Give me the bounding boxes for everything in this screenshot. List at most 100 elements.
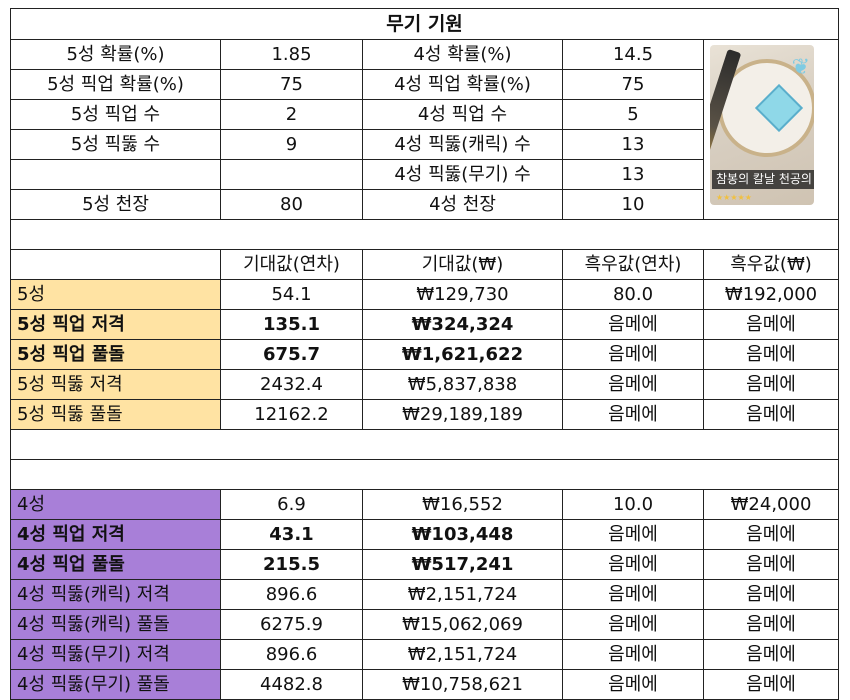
expected-won[interactable]: ₩129,730 bbox=[362, 279, 563, 310]
whale-won[interactable]: 음메에 bbox=[702, 519, 840, 550]
summary-label-4star[interactable]: 4성 픽뚫(무기) 수 bbox=[362, 159, 563, 190]
row-label[interactable]: 4성 픽뚫(무기) 저격 bbox=[10, 639, 221, 670]
row-label[interactable]: 4성 픽뚫(캐릭) 풀돌 bbox=[10, 609, 221, 640]
summary-label-5star[interactable]: 5성 천장 bbox=[10, 189, 221, 220]
column-header[interactable]: 기대값(연차) bbox=[220, 249, 363, 280]
row-label[interactable]: 4성 픽업 저격 bbox=[10, 519, 221, 550]
whale-pulls[interactable]: 음메에 bbox=[562, 639, 704, 670]
expected-won[interactable]: ₩10,758,621 bbox=[362, 669, 563, 700]
expected-pulls[interactable]: 675.7 bbox=[220, 339, 363, 370]
expected-won[interactable]: ₩2,151,724 bbox=[362, 579, 563, 610]
whale-won[interactable]: 음메에 bbox=[702, 639, 840, 670]
summary-label-5star[interactable]: 5성 픽업 확률(%) bbox=[10, 69, 221, 100]
whale-pulls[interactable]: 음메에 bbox=[562, 369, 704, 400]
summary-value-4star[interactable]: 75 bbox=[562, 69, 704, 100]
expected-pulls[interactable]: 896.6 bbox=[220, 579, 363, 610]
expected-pulls[interactable]: 2432.4 bbox=[220, 369, 363, 400]
expected-won[interactable]: ₩29,189,189 bbox=[362, 399, 563, 430]
data-row: 4성 픽업 풀돌 215.5 ₩517,241 음메에 음메에 bbox=[10, 549, 840, 580]
summary-label-4star[interactable]: 4성 확률(%) bbox=[362, 39, 563, 70]
expected-won[interactable]: ₩15,062,069 bbox=[362, 609, 563, 640]
summary-row: 5성 천장 80 4성 천장 10 bbox=[10, 189, 839, 220]
summary-label-4star[interactable]: 4성 천장 bbox=[362, 189, 563, 220]
summary-label-4star[interactable]: 4성 픽뚫(캐릭) 수 bbox=[362, 129, 563, 160]
empty-cell[interactable] bbox=[9, 459, 840, 490]
data-row: 5성 픽업 저격 135.1 ₩324,324 음메에 음메에 bbox=[10, 309, 840, 340]
expected-won[interactable]: ₩324,324 bbox=[362, 309, 563, 340]
summary-label-5star[interactable]: 5성 픽뚫 수 bbox=[10, 129, 221, 160]
whale-pulls[interactable]: 음메에 bbox=[562, 669, 704, 700]
data-row: 4성 픽뚫(무기) 풀돌 4482.8 ₩10,758,621 음메에 음메에 bbox=[10, 669, 840, 700]
expected-won[interactable]: ₩2,151,724 bbox=[362, 639, 563, 670]
expected-pulls[interactable]: 12162.2 bbox=[220, 399, 363, 430]
row-label[interactable]: 5성 픽뚫 저격 bbox=[10, 369, 221, 400]
whale-won[interactable]: 음메에 bbox=[702, 339, 840, 370]
data-row: 4성 픽뚫(캐릭) 풀돌 6275.9 ₩15,062,069 음메에 음메에 bbox=[10, 609, 840, 640]
summary-label-4star[interactable]: 4성 픽업 수 bbox=[362, 99, 563, 130]
expected-pulls[interactable]: 43.1 bbox=[220, 519, 363, 550]
row-label[interactable]: 5성 픽업 풀돌 bbox=[10, 339, 221, 370]
summary-value-4star[interactable]: 14.5 bbox=[562, 39, 704, 70]
expected-pulls[interactable]: 6275.9 bbox=[220, 609, 363, 640]
whale-won[interactable]: 음메에 bbox=[702, 549, 840, 580]
summary-value-5star[interactable]: 75 bbox=[220, 69, 363, 100]
row-label[interactable]: 5성 bbox=[10, 279, 221, 310]
summary-value-5star[interactable] bbox=[220, 159, 363, 190]
summary-label-5star[interactable]: 5성 픽업 수 bbox=[10, 99, 221, 130]
expected-pulls[interactable]: 896.6 bbox=[220, 639, 363, 670]
column-header[interactable]: 흑우값(연차) bbox=[562, 249, 704, 280]
empty-cell[interactable] bbox=[9, 219, 840, 250]
whale-won[interactable]: 음메에 bbox=[702, 309, 840, 340]
summary-label-5star[interactable] bbox=[10, 159, 221, 190]
whale-pulls[interactable]: 음메에 bbox=[562, 339, 704, 370]
expected-won[interactable]: ₩16,552 bbox=[362, 489, 563, 520]
column-header[interactable]: 흑우값(₩) bbox=[702, 249, 840, 280]
summary-label-4star[interactable]: 4성 픽업 확률(%) bbox=[362, 69, 563, 100]
whale-won[interactable]: 음메에 bbox=[702, 369, 840, 400]
whale-won[interactable]: ₩192,000 bbox=[702, 279, 840, 310]
whale-won[interactable]: 음메에 bbox=[702, 669, 840, 700]
summary-value-4star[interactable]: 5 bbox=[562, 99, 704, 130]
whale-pulls[interactable]: 음메에 bbox=[562, 579, 704, 610]
summary-value-5star[interactable]: 80 bbox=[220, 189, 363, 220]
expected-pulls[interactable]: 4482.8 bbox=[220, 669, 363, 700]
whale-won[interactable]: 음메에 bbox=[702, 579, 840, 610]
expected-won[interactable]: ₩517,241 bbox=[362, 549, 563, 580]
whale-pulls[interactable]: 음메에 bbox=[562, 609, 704, 640]
whale-won[interactable]: 음메에 bbox=[702, 609, 840, 640]
whale-won[interactable]: 음메에 bbox=[702, 399, 840, 430]
expected-pulls[interactable]: 215.5 bbox=[220, 549, 363, 580]
expected-won[interactable]: ₩103,448 bbox=[362, 519, 563, 550]
row-label[interactable]: 4성 픽뚫(캐릭) 저격 bbox=[10, 579, 221, 610]
whale-pulls[interactable]: 음메에 bbox=[562, 549, 704, 580]
summary-value-4star[interactable]: 13 bbox=[562, 159, 704, 190]
expected-pulls[interactable]: 135.1 bbox=[220, 309, 363, 340]
summary-value-5star[interactable]: 2 bbox=[220, 99, 363, 130]
summary-value-4star[interactable]: 10 bbox=[562, 189, 704, 220]
header-corner-cell[interactable] bbox=[10, 249, 221, 280]
row-label[interactable]: 5성 픽뚫 풀돌 bbox=[10, 399, 221, 430]
row-label[interactable]: 5성 픽업 저격 bbox=[10, 309, 221, 340]
whale-pulls[interactable]: 음메에 bbox=[562, 519, 704, 550]
empty-cell[interactable] bbox=[9, 429, 840, 460]
column-header[interactable]: 기대값(₩) bbox=[362, 249, 563, 280]
whale-pulls[interactable]: 10.0 bbox=[562, 489, 704, 520]
summary-value-5star[interactable]: 9 bbox=[220, 129, 363, 160]
expected-won[interactable]: ₩5,837,838 bbox=[362, 369, 563, 400]
row-label[interactable]: 4성 픽뚫(무기) 풀돌 bbox=[10, 669, 221, 700]
row-label[interactable]: 4성 bbox=[10, 489, 221, 520]
whale-won[interactable]: ₩24,000 bbox=[702, 489, 840, 520]
expected-won[interactable]: ₩1,621,622 bbox=[362, 339, 563, 370]
whale-pulls[interactable]: 음메에 bbox=[562, 309, 704, 340]
whale-pulls[interactable]: 80.0 bbox=[562, 279, 704, 310]
gacha-spreadsheet: 무기 기원 5성 확률(%) 1.85 4성 확률(%) 14.5 ❦ 참봉의 칼날 천공… bbox=[9, 8, 840, 700]
summary-value-5star[interactable]: 1.85 bbox=[220, 39, 363, 70]
expected-pulls[interactable]: 6.9 bbox=[220, 489, 363, 520]
summary-value-4star[interactable]: 13 bbox=[562, 129, 704, 160]
row-label[interactable]: 4성 픽업 풀돌 bbox=[10, 549, 221, 580]
expected-pulls[interactable]: 54.1 bbox=[220, 279, 363, 310]
whale-pulls[interactable]: 음메에 bbox=[562, 399, 704, 430]
data-row: 4성 픽업 저격 43.1 ₩103,448 음메에 음메에 bbox=[10, 519, 840, 550]
summary-label-5star[interactable]: 5성 확률(%) bbox=[10, 39, 221, 70]
